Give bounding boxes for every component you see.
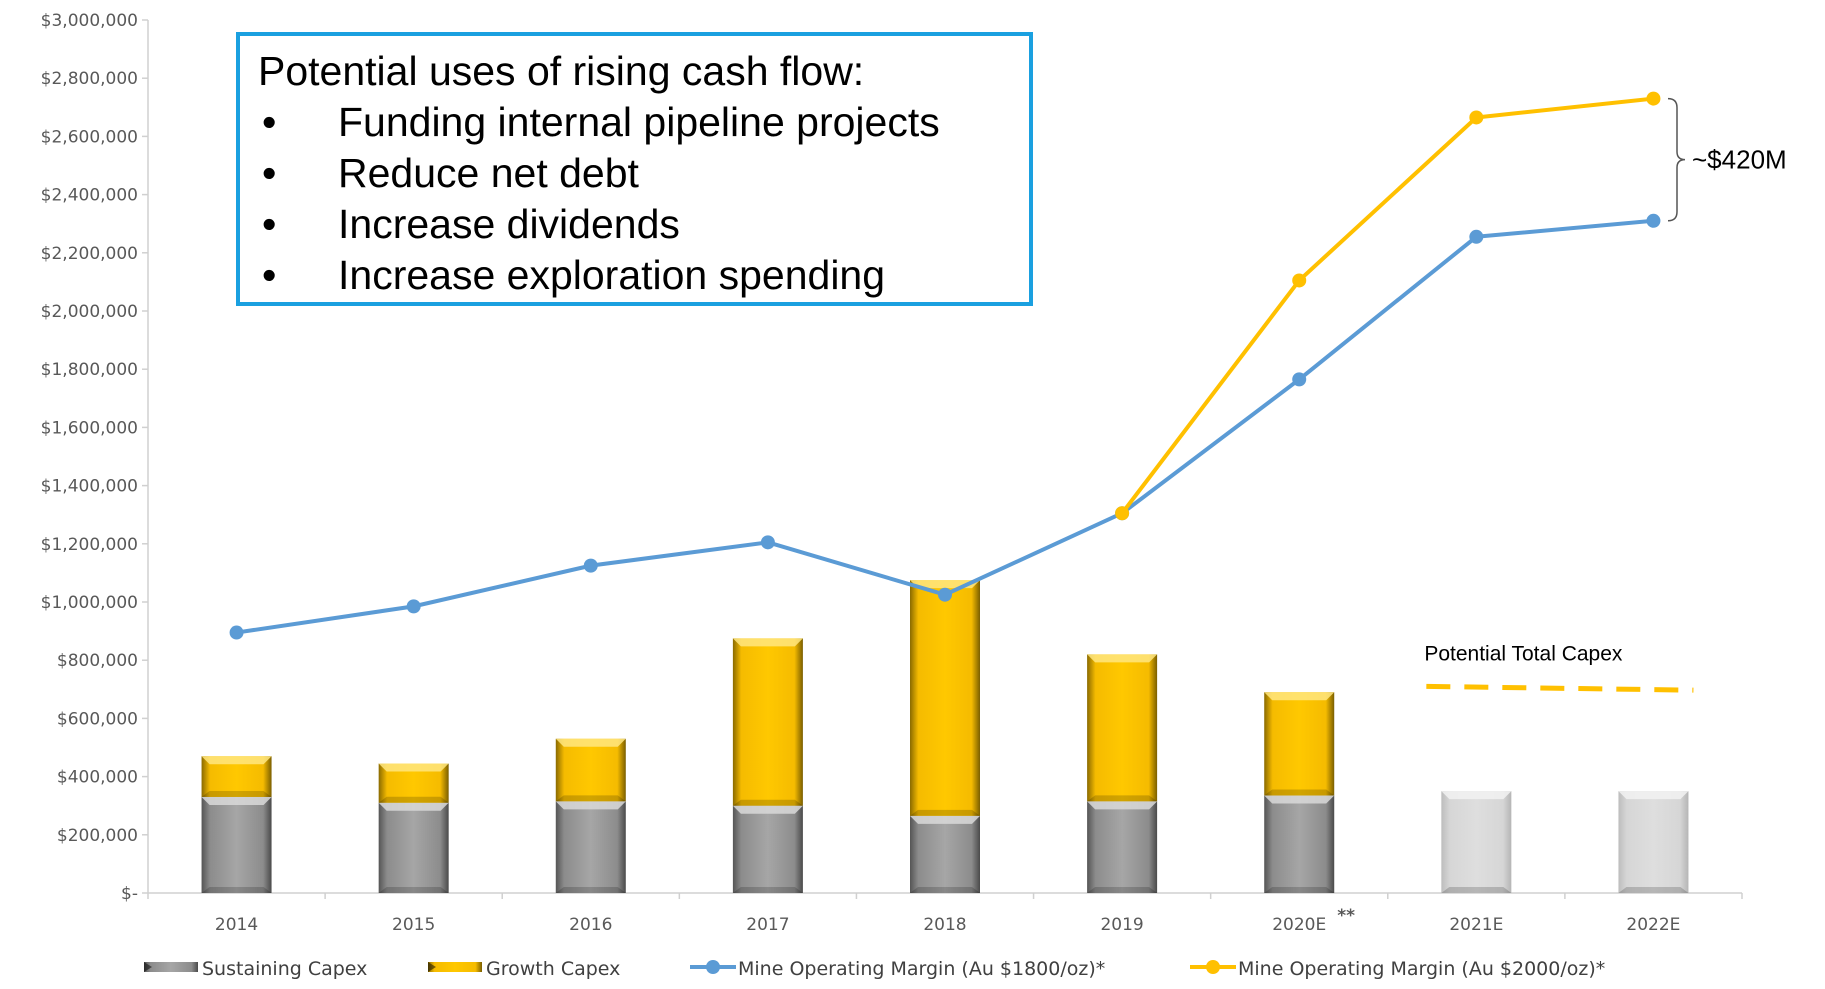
y-tick-label: $2,600,000 (41, 127, 138, 147)
series-point (760, 535, 775, 550)
series-point (1469, 110, 1484, 125)
callout-item: • Reduce net debt (258, 148, 1029, 199)
y-tick-label: $600,000 (57, 709, 138, 729)
x-tick-label: 2017 (746, 915, 789, 935)
x-tick-label: 2022E (1626, 915, 1680, 935)
series-point (1646, 91, 1661, 106)
legend-marker (706, 960, 720, 974)
x-tick-label: 2020E (1272, 915, 1326, 935)
potential-total-capex-line (1426, 683, 1694, 693)
legend-item: Mine Operating Margin (Au $2000/oz)* (1190, 958, 1605, 980)
bar-growth-capex (201, 756, 272, 797)
x-tick-label: 2021E (1449, 915, 1503, 935)
y-tick-label: $400,000 (57, 768, 138, 788)
y-tick-label: $1,800,000 (41, 360, 138, 380)
series-line (1120, 96, 1654, 515)
legend-item: Growth Capex (428, 958, 620, 980)
bullet-icon: • (262, 252, 277, 298)
x-tick-label: 2016 (569, 915, 612, 935)
bar-growth-capex (910, 580, 980, 816)
bar-growth-capex (378, 763, 449, 803)
callout-item-text: Reduce net debt (338, 150, 639, 196)
legend: Sustaining Capex Growth Capex Mine Operati… (144, 958, 1605, 980)
y-tick-label: $2,400,000 (41, 186, 138, 206)
legend-item: Mine Operating Margin (Au $1800/oz)* (690, 958, 1105, 980)
bar-sustaining-capex (378, 802, 449, 893)
bar-growth-capex (555, 738, 626, 802)
callout-item: • Increase dividends (258, 199, 1029, 250)
difference-bracket (1667, 97, 1686, 222)
potential-total-capex-label: Potential Total Capex (1424, 642, 1623, 665)
x-tick-superscript: ** (1337, 906, 1355, 926)
series-point (1469, 229, 1484, 244)
series-point (1646, 213, 1661, 228)
series-point (583, 558, 598, 573)
legend-swatch-bevel (144, 962, 152, 972)
y-tick-label: $2,000,000 (41, 302, 138, 322)
y-tick-label: $- (121, 884, 138, 904)
legend-label: Mine Operating Margin (Au $2000/oz)* (1238, 958, 1605, 980)
bar-sustaining-capex (910, 815, 980, 893)
callout-item-text: Funding internal pipeline projects (338, 99, 940, 145)
y-tick-label: $1,400,000 (41, 477, 138, 497)
y-tick-label: $200,000 (57, 826, 138, 846)
bullet-icon: • (262, 150, 277, 196)
axes: $- $200,000 $400,000 $600,000 $800,000 $1,000… (41, 11, 1743, 935)
x-tick-label: 2018 (923, 915, 966, 935)
series-point (406, 599, 421, 614)
callout-item-text: Increase dividends (338, 201, 680, 247)
bar-sustaining-capex (201, 796, 272, 893)
y-tick-label: $3,000,000 (41, 11, 138, 31)
legend-swatch (144, 962, 198, 972)
annotations: Potential Total Capex ~$420M (1424, 97, 1787, 693)
y-tick-label: $1,200,000 (41, 535, 138, 555)
bar-growth-capex (732, 638, 803, 806)
legend-item: Sustaining Capex (144, 958, 367, 980)
x-tick-label: 2019 (1100, 915, 1143, 935)
bar-sustaining-capex (1087, 801, 1158, 893)
callout-item: • Increase exploration spending (258, 250, 1029, 301)
series-point (229, 625, 244, 640)
y-tick-label: $2,800,000 (41, 69, 138, 89)
bullet-icon: • (262, 201, 277, 247)
bars (201, 580, 1689, 893)
series-margin-2000 (1115, 91, 1661, 521)
x-tick-label: 2015 (392, 915, 435, 935)
legend-label: Sustaining Capex (202, 958, 367, 980)
callout-box: Potential uses of rising cash flow: • Fun… (236, 32, 1033, 306)
bar-growth-capex (1087, 654, 1158, 802)
legend-label: Growth Capex (486, 958, 620, 980)
lines (229, 91, 1661, 640)
callout-list: • Funding internal pipeline projects • Red… (258, 97, 1029, 301)
bullet-icon: • (262, 99, 277, 145)
series-point (1292, 273, 1307, 288)
bar-sustaining-capex (732, 805, 803, 893)
y-tick-label: $2,200,000 (41, 244, 138, 264)
legend-swatch (428, 962, 482, 972)
callout-item: • Funding internal pipeline projects (258, 97, 1029, 148)
legend-label: Mine Operating Margin (Au $1800/oz)* (738, 958, 1105, 980)
callout-item-text: Increase exploration spending (338, 252, 886, 298)
legend-swatch-bevel (428, 962, 436, 972)
x-tick-label: 2014 (215, 915, 258, 935)
difference-label: ~$420M (1692, 145, 1787, 175)
y-tick-label: $1,000,000 (41, 593, 138, 613)
y-tick-label: $1,600,000 (41, 418, 138, 438)
bar-potential-sustaining-capex (1618, 791, 1689, 893)
bar-sustaining-capex (1264, 795, 1335, 893)
series-point (1115, 506, 1130, 521)
bar-sustaining-capex (555, 801, 626, 893)
series-point (1292, 372, 1307, 387)
bar-potential-sustaining-capex (1441, 791, 1512, 893)
bar-growth-capex (1264, 692, 1335, 796)
legend-marker (1206, 960, 1220, 974)
callout-title: Potential uses of rising cash flow: (258, 48, 865, 94)
series-point (938, 587, 952, 602)
y-tick-label: $800,000 (57, 651, 138, 671)
